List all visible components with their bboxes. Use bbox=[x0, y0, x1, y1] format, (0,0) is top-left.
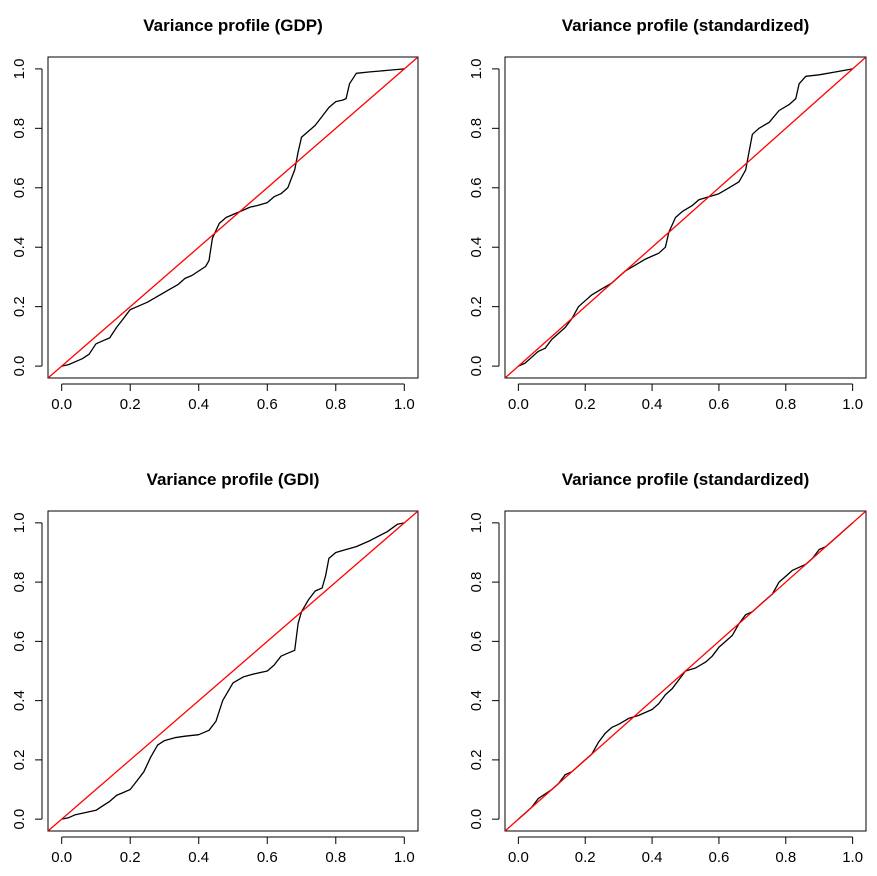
chart-title: Variance profile (standardized) bbox=[562, 16, 810, 35]
reference-diagonal-line bbox=[505, 511, 866, 831]
chart-panel-1: Variance profile (GDP) 0.0 0.2 0.4 0.6 0.8 1.0… bbox=[11, 16, 419, 413]
x-tick-label: 0.8 bbox=[775, 396, 796, 413]
y-tick-label: 0.2 bbox=[468, 749, 485, 770]
y-tick-label: 0.6 bbox=[11, 177, 28, 198]
x-tick-label: 0.2 bbox=[575, 849, 596, 866]
x-tick-label: 0.4 bbox=[188, 849, 209, 866]
y-tick-label: 0.2 bbox=[11, 296, 28, 317]
y-tick-label: 0.8 bbox=[11, 118, 28, 139]
y-tick-label: 0.0 bbox=[11, 356, 28, 377]
y-tick-label: 0.2 bbox=[11, 749, 28, 770]
chart-title: Variance profile (standardized) bbox=[562, 470, 810, 489]
x-tick-label: 0.0 bbox=[51, 396, 72, 413]
x-tick-label: 0.4 bbox=[642, 849, 663, 866]
x-tick-label: 0.2 bbox=[575, 396, 596, 413]
x-tick-label: 0.2 bbox=[120, 396, 141, 413]
x-tick-label: 0.8 bbox=[325, 849, 346, 866]
y-tick-label: 0.6 bbox=[468, 631, 485, 652]
x-tick-label: 0.8 bbox=[775, 849, 796, 866]
chart-title: Variance profile (GDI) bbox=[147, 470, 320, 489]
reference-diagonal-line bbox=[505, 57, 866, 378]
y-tick-label: 1.0 bbox=[468, 58, 485, 79]
chart-panel-2: Variance profile (standardized) 0.0 0.2 0.4… bbox=[468, 16, 867, 413]
y-tick-label: 0.4 bbox=[11, 690, 28, 711]
profile-line bbox=[61, 522, 405, 820]
y-tick-label: 0.0 bbox=[468, 356, 485, 377]
x-tick-label: 1.0 bbox=[394, 396, 415, 413]
chart-panel-4: Variance profile (standardized) 0.0 0.2 0.4… bbox=[468, 470, 867, 866]
chart-panel-3: Variance profile (GDI) 0.0 0.2 0.4 0.6 0.8 1.0… bbox=[11, 470, 419, 866]
x-tick-label: 0.2 bbox=[120, 849, 141, 866]
y-tick-label: 1.0 bbox=[11, 512, 28, 533]
plot-frame bbox=[47, 510, 419, 832]
plot-frame bbox=[504, 510, 867, 832]
x-tick-label: 1.0 bbox=[394, 849, 415, 866]
y-tick-label: 0.6 bbox=[468, 177, 485, 198]
x-tick-label: 0.0 bbox=[508, 396, 529, 413]
chart-title: Variance profile (GDP) bbox=[143, 16, 323, 35]
x-tick-label: 0.6 bbox=[257, 396, 278, 413]
x-tick-label: 1.0 bbox=[842, 849, 863, 866]
y-tick-label: 0.8 bbox=[468, 572, 485, 593]
profile-line bbox=[61, 68, 405, 367]
plot-frame bbox=[504, 56, 867, 379]
x-tick-label: 0.8 bbox=[325, 396, 346, 413]
y-tick-label: 0.2 bbox=[468, 296, 485, 317]
y-tick-label: 1.0 bbox=[11, 58, 28, 79]
y-tick-label: 0.4 bbox=[11, 237, 28, 258]
x-tick-label: 0.0 bbox=[508, 849, 529, 866]
x-tick-label: 0.6 bbox=[708, 849, 729, 866]
x-tick-label: 1.0 bbox=[842, 396, 863, 413]
y-tick-label: 0.0 bbox=[11, 809, 28, 830]
x-tick-label: 0.4 bbox=[188, 396, 209, 413]
x-tick-label: 0.6 bbox=[708, 396, 729, 413]
x-tick-label: 0.0 bbox=[51, 849, 72, 866]
reference-diagonal-line bbox=[48, 511, 418, 831]
y-tick-label: 0.6 bbox=[11, 631, 28, 652]
reference-diagonal-line bbox=[48, 57, 418, 378]
x-tick-label: 0.4 bbox=[642, 396, 663, 413]
y-tick-label: 0.8 bbox=[11, 572, 28, 593]
y-tick-label: 0.0 bbox=[468, 809, 485, 830]
y-tick-label: 1.0 bbox=[468, 512, 485, 533]
x-tick-label: 0.6 bbox=[257, 849, 278, 866]
plot-frame bbox=[47, 56, 419, 379]
y-tick-label: 0.4 bbox=[468, 690, 485, 711]
y-tick-label: 0.8 bbox=[468, 118, 485, 139]
y-tick-label: 0.4 bbox=[468, 237, 485, 258]
